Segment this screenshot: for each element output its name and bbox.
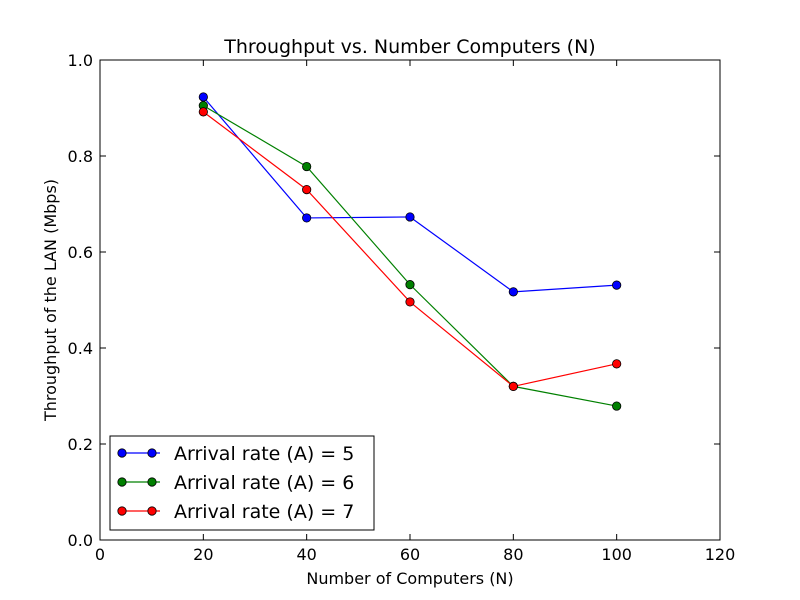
data-point — [612, 359, 622, 369]
legend-label: Arrival rate (A) = 5 — [174, 443, 354, 465]
y-tick-label: 0.2 — [68, 435, 93, 454]
data-point — [198, 92, 208, 102]
x-tick-label: 20 — [193, 545, 213, 564]
x-axis-label: Number of Computers (N) — [306, 569, 513, 588]
x-tick-label: 100 — [601, 545, 632, 564]
data-point — [302, 161, 312, 172]
x-tick-label: 0 — [95, 545, 105, 564]
axes: 0 20 40 60 80 100 120 0.0 0.2 0.4 0.6 0.8 1.0 — [68, 51, 736, 564]
series-line — [202, 96, 617, 293]
chart-title: Throughput vs. Number Computers (N) — [223, 36, 595, 58]
y-tick-label: 0.6 — [68, 243, 93, 262]
x-tick-label: 120 — [705, 545, 736, 564]
y-tick-label: 0.0 — [68, 531, 93, 550]
series-line — [203, 105, 617, 407]
y-tick-label: 0.8 — [68, 147, 93, 166]
data-point — [302, 213, 312, 223]
y-axis-label: Throughput of the LAN (Mbps) — [41, 179, 60, 422]
legend-marker — [117, 506, 127, 516]
x-tick-label: 60 — [400, 545, 420, 564]
legend-marker — [147, 448, 157, 458]
data-point — [302, 185, 312, 195]
legend: Arrival rate (A) = 5 Arrival rate (A) = 6… — [109, 435, 375, 531]
data-point — [508, 381, 518, 391]
series-line — [202, 111, 617, 388]
x-tick-label: 80 — [503, 545, 523, 564]
legend-marker — [117, 477, 127, 487]
y-tick-label: 1.0 — [68, 51, 93, 70]
legend-marker — [147, 506, 157, 516]
data-point — [612, 280, 622, 290]
plot-area — [198, 92, 622, 411]
legend-label: Arrival rate (A) = 7 — [174, 501, 354, 523]
data-point — [508, 287, 518, 297]
data-point — [612, 401, 622, 411]
y-tick-label: 0.4 — [68, 339, 93, 358]
data-point — [405, 280, 415, 290]
legend-label: Arrival rate (A) = 6 — [174, 472, 354, 494]
data-point — [198, 107, 208, 117]
legend-marker — [117, 448, 127, 458]
data-point — [405, 297, 415, 307]
data-point — [405, 212, 415, 222]
x-tick-label: 40 — [296, 545, 316, 564]
legend-marker — [147, 477, 157, 487]
